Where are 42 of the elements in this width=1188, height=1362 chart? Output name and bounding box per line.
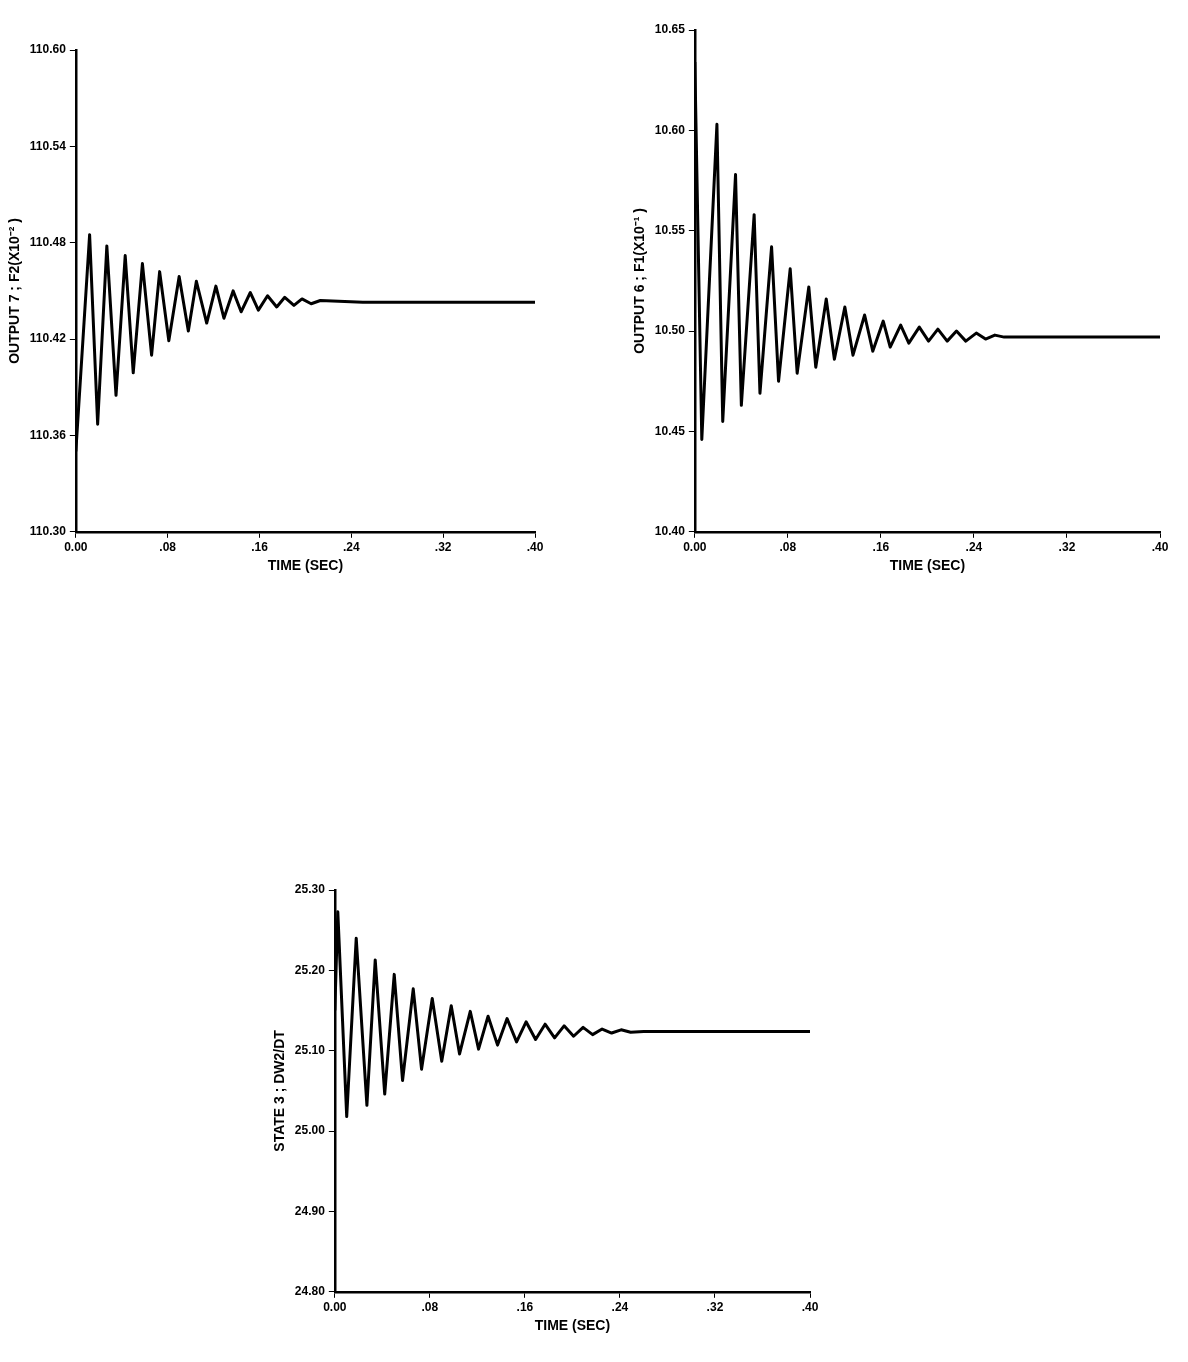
x-tick-label: .40: [526, 540, 544, 555]
y-tick-label: 110.36: [29, 427, 67, 442]
y-tick-label: 10.40: [654, 524, 686, 539]
y-tick-label: 25.10: [294, 1043, 326, 1058]
x-tick-label: 0.00: [64, 540, 88, 555]
y-tick-label: 10.55: [654, 223, 686, 238]
x-tick-label: .32: [1058, 540, 1076, 555]
y-axis-title: OUTPUT 6 ; F1(X10⁻¹ ): [631, 208, 648, 354]
x-tick-label: .08: [421, 1300, 439, 1315]
x-axis-title: TIME (SEC): [267, 557, 344, 574]
y-tick-label: 110.42: [29, 331, 67, 346]
x-tick-label: .40: [1151, 540, 1169, 555]
y-axis-title: OUTPUT 7 ; F2(X10⁻² ): [6, 218, 23, 364]
y-tick-label: 10.45: [654, 423, 686, 438]
y-tick-label: 24.80: [294, 1284, 326, 1299]
y-tick-label: 110.30: [29, 524, 67, 539]
x-tick-label: .08: [159, 540, 177, 555]
x-tick-label: .24: [611, 1300, 629, 1315]
y-tick-label: 25.00: [294, 1123, 326, 1138]
y-tick-label: 110.54: [29, 138, 67, 153]
x-tick-label: .32: [434, 540, 452, 555]
y-tick-label: 10.50: [654, 323, 686, 338]
x-axis-title: TIME (SEC): [889, 557, 966, 574]
x-axis-title: TIME (SEC): [534, 1317, 611, 1334]
x-tick-label: 0.00: [323, 1300, 347, 1315]
x-tick-label: .24: [965, 540, 983, 555]
y-tick-label: 24.90: [294, 1203, 326, 1218]
x-tick-label: .16: [251, 540, 269, 555]
y-axis-title: STATE 3 ; DW2/DT: [271, 1029, 288, 1152]
x-tick-label: .16: [872, 540, 890, 555]
x-tick-label: .32: [706, 1300, 724, 1315]
x-tick-label: .08: [779, 540, 797, 555]
x-tick-label: .24: [342, 540, 360, 555]
y-tick-label: 10.65: [654, 22, 686, 37]
x-tick-label: .40: [801, 1300, 819, 1315]
y-tick-label: 10.60: [654, 122, 686, 137]
y-tick-label: 110.60: [29, 42, 67, 57]
y-tick-label: 25.20: [294, 962, 326, 977]
y-tick-label: 25.30: [294, 882, 326, 897]
y-tick-label: 110.48: [29, 235, 67, 250]
x-tick-label: .16: [516, 1300, 534, 1315]
x-tick-label: 0.00: [683, 540, 707, 555]
